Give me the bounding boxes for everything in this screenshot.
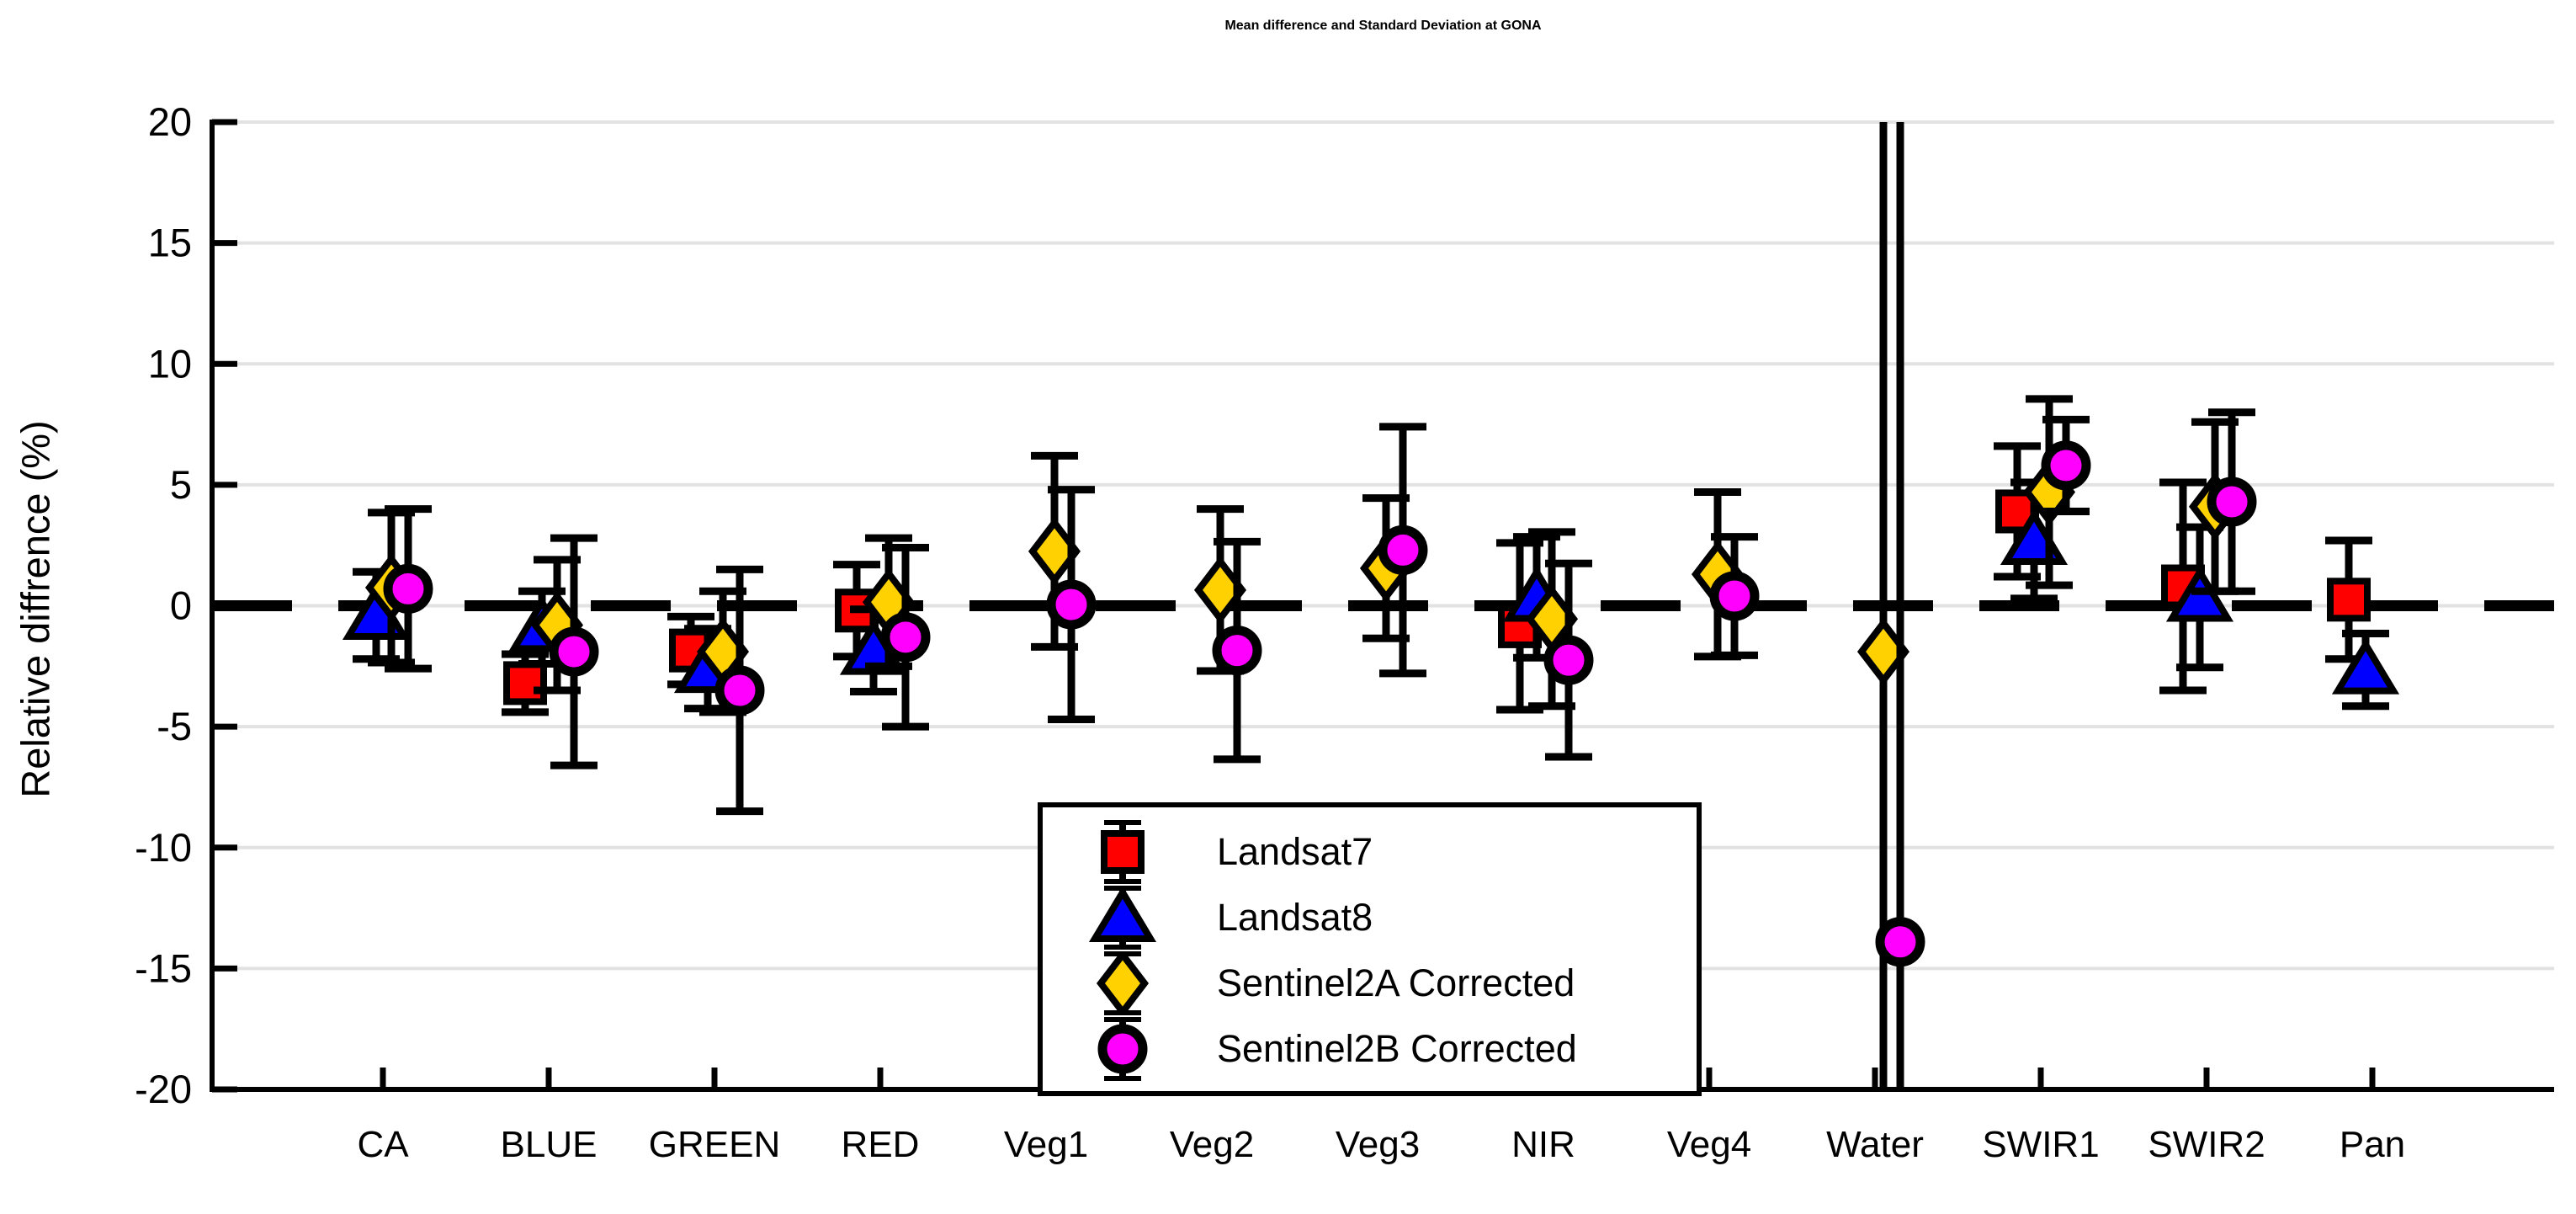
legend-label: Sentinel2B Corrected <box>1217 1027 1577 1070</box>
marker-triangle-landsat8 <box>2165 565 2234 622</box>
marker-triangle-landsat8 <box>2331 637 2400 695</box>
marker-circle-sentinel2b-corrected <box>549 626 599 677</box>
marker-circle-sentinel2b-corrected <box>1097 1024 1148 1074</box>
marker-circle-sentinel2b-corrected <box>2041 440 2091 491</box>
legend-item-sentinel2a-corrected: Sentinel2A Corrected <box>1043 950 1697 1016</box>
marker-circle-sentinel2b-corrected <box>880 612 931 663</box>
x-tick-label: NIR <box>1511 1124 1575 1165</box>
x-tick-label: Veg1 <box>1004 1124 1088 1165</box>
x-tick-label: SWIR1 <box>1982 1124 2099 1165</box>
y-tick-label: -10 <box>135 825 192 870</box>
series-layer <box>342 122 2400 1089</box>
marker-circle-sentinel2b-corrected <box>1875 917 1925 967</box>
x-tick-label: Veg2 <box>1170 1124 1254 1165</box>
marker-diamond-sentinel2a-corrected <box>1096 951 1150 1015</box>
x-tick-label: Water <box>1826 1124 1924 1165</box>
legend-item-landsat8: Landsat8 <box>1043 885 1697 950</box>
diamond-legend-icon <box>1096 951 1150 1015</box>
marker-circle-sentinel2b-corrected <box>714 665 765 716</box>
marker-circle-sentinel2b-corrected <box>383 563 433 614</box>
legend-item-sentinel2b-corrected: Sentinel2B Corrected <box>1043 1016 1697 1082</box>
legend-item-landsat7: Landsat7 <box>1043 819 1697 885</box>
legend-box: Landsat7 Landsat8 Sentinel2A Corrected Sent… <box>1038 802 1702 1096</box>
y-tick-label: 15 <box>148 221 192 265</box>
marker-triangle-landsat8 <box>1089 886 1156 942</box>
x-tick-label: Veg3 <box>1336 1124 1420 1165</box>
legend-label: Landsat7 <box>1217 830 1373 873</box>
chart-title: Mean difference and Standard Deviation a… <box>1224 19 1542 33</box>
x-tick-label: Veg4 <box>1667 1124 1751 1165</box>
y-tick-label: -5 <box>157 704 192 748</box>
marker-circle-sentinel2b-corrected <box>1543 635 1594 685</box>
x-tick-label: RED <box>842 1124 920 1165</box>
triangle-legend-icon <box>1089 886 1156 950</box>
y-tick-label: 10 <box>148 341 192 386</box>
marker-circle-sentinel2b-corrected <box>1709 571 1760 621</box>
marker-square-landsat7 <box>1101 830 1145 874</box>
legend-label: Landsat8 <box>1217 896 1373 939</box>
y-tick-label: -15 <box>135 945 192 990</box>
circle-legend-icon <box>1097 1017 1148 1081</box>
y-tick-label: 0 <box>170 583 192 628</box>
marker-circle-sentinel2b-corrected <box>2207 477 2257 527</box>
marker-circle-sentinel2b-corrected <box>1046 579 1097 630</box>
y-tick-label: 20 <box>148 99 192 144</box>
marker-circle-sentinel2b-corrected <box>1378 524 1428 575</box>
x-tick-label: GREEN <box>649 1124 780 1165</box>
legend-label: Sentinel2A Corrected <box>1217 961 1575 1004</box>
y-tick-label: -20 <box>135 1067 192 1111</box>
x-tick-label: BLUE <box>501 1124 598 1165</box>
square-legend-icon <box>1101 820 1145 884</box>
marker-square-landsat7 <box>2327 578 2371 622</box>
marker-circle-sentinel2b-corrected <box>1212 626 1262 676</box>
marker-square-landsat7 <box>503 661 547 706</box>
y-tick-label: 5 <box>170 462 192 507</box>
x-tick-label: CA <box>357 1124 409 1165</box>
x-tick-label: SWIR2 <box>2148 1124 2265 1165</box>
x-tick-label: Pan <box>2340 1124 2405 1165</box>
